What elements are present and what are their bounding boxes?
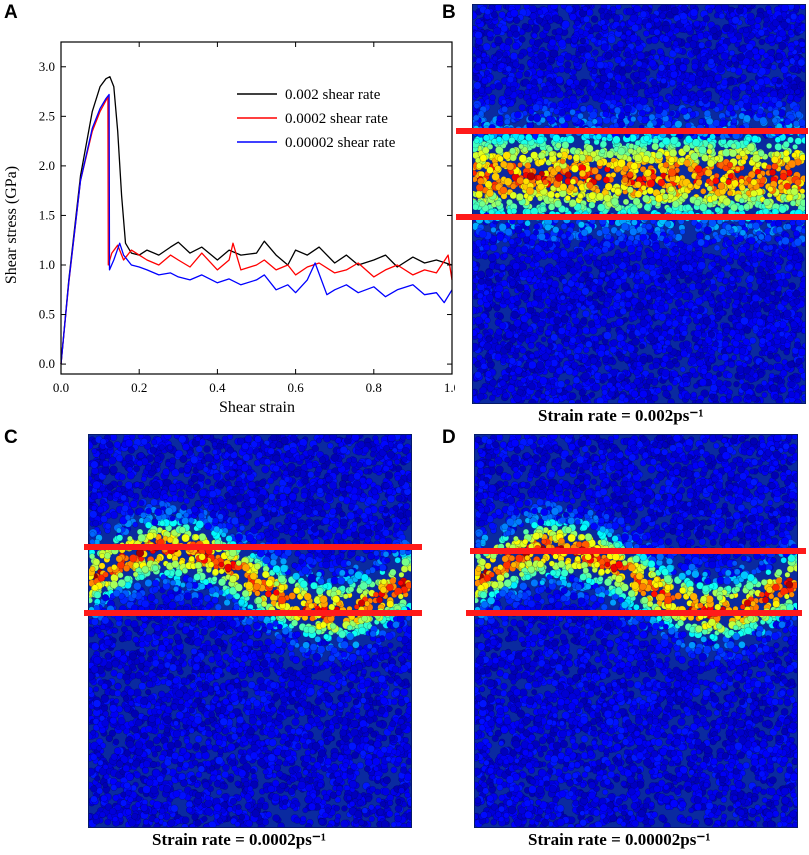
md-c-atoms — [89, 435, 411, 827]
y-tick-label: 0.0 — [39, 356, 55, 371]
legend-label-2: 0.0002 shear rate — [285, 111, 388, 127]
chart-legend: 0.002 shear rate 0.0002 shear rate 0.00002… — [237, 87, 396, 151]
plot-frame — [60, 41, 453, 375]
x-tick-label: 0.8 — [366, 380, 382, 395]
md-b-atoms — [473, 5, 805, 403]
md-snapshot-b — [472, 4, 806, 404]
legend-label-1: 0.002 shear rate — [285, 87, 381, 103]
series-line-2 — [60, 95, 453, 365]
y-tick-label: 2.5 — [39, 108, 55, 123]
caption-b: Strain rate = 0.002ps⁻¹ — [538, 406, 704, 425]
y-tick-label: 2.0 — [39, 158, 55, 173]
chart-axes: 0.0 0.2 0.4 0.6 0.8 1.0 0.0 0.5 1.0 1.5 2.0 2.5 3.0 — [39, 41, 455, 395]
band-line-d-bottom — [466, 610, 802, 616]
x-tick-label: 0.0 — [53, 380, 69, 395]
band-line-b-bottom — [456, 214, 808, 220]
x-tick-label: 0.4 — [209, 380, 226, 395]
stress-strain-chart: 0.00.20.40.60.81.00.00.51.01.52.02.53.0 … — [3, 41, 455, 416]
x-tick-label: 0.6 — [287, 380, 304, 395]
y-tick-label: 0.5 — [39, 307, 55, 322]
band-line-c-bottom — [84, 610, 422, 616]
panel-letter-c: C — [4, 427, 18, 448]
chart-series-group — [60, 76, 453, 365]
x-axis-label: Shear strain — [219, 399, 295, 416]
band-line-c-top — [84, 544, 422, 550]
md-snapshot-c — [88, 434, 412, 828]
x-tick-label: 1.0 — [444, 380, 455, 395]
caption-c: Strain rate = 0.0002ps⁻¹ — [152, 830, 326, 849]
panel-letter-d: D — [442, 427, 456, 448]
md-snapshot-d — [474, 434, 798, 828]
band-line-b-top — [456, 128, 808, 134]
panel-letter-b: B — [442, 2, 456, 23]
panel-letter-a: A — [4, 2, 18, 23]
y-tick-label: 1.5 — [39, 207, 55, 222]
band-line-d-top — [470, 548, 806, 554]
md-d-atoms — [475, 435, 797, 827]
series-line-1 — [60, 76, 453, 365]
x-tick-label: 0.2 — [131, 380, 147, 395]
y-tick-label: 3.0 — [39, 59, 55, 74]
legend-label-3: 0.00002 shear rate — [285, 135, 396, 151]
y-axis-label: Shear stress (GPa) — [3, 166, 20, 284]
caption-d: Strain rate = 0.00002ps⁻¹ — [528, 830, 711, 849]
y-tick-label: 1.0 — [39, 257, 55, 272]
series-line-3 — [60, 93, 453, 365]
